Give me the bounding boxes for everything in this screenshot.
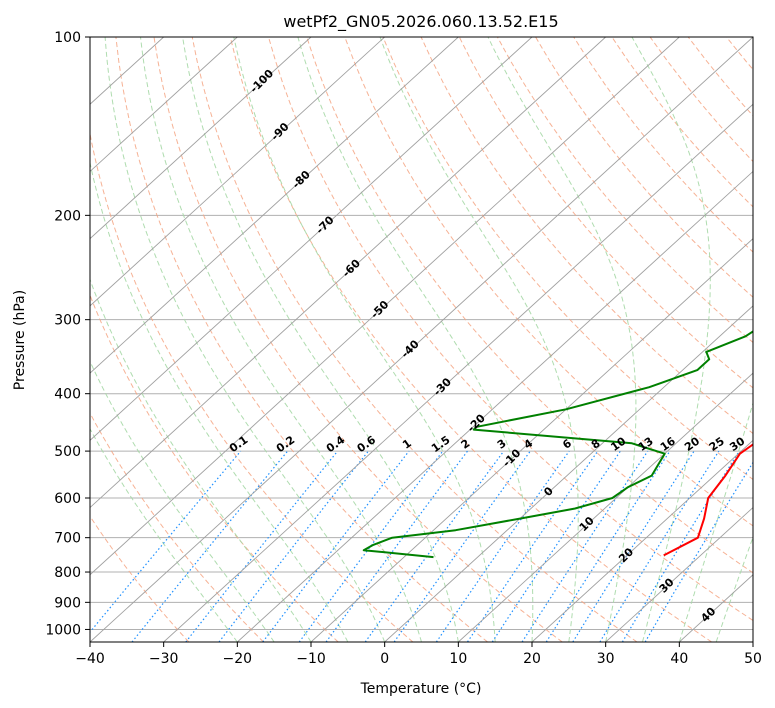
moist-adiabat [90, 360, 275, 642]
mixing-ratio-line [572, 450, 695, 642]
mixing-ratio-line [545, 450, 671, 642]
y-tick-label: 100 [54, 30, 81, 46]
y-tick-label: 600 [54, 491, 81, 507]
isotherms [90, 37, 753, 642]
x-tick-label: 10 [449, 651, 467, 667]
isotherm-line [90, 37, 312, 240]
moist-adiabat [715, 535, 753, 642]
dry-adiabat [115, 37, 488, 642]
isotherm-line [605, 506, 753, 642]
x-axis-ticks: −40 −30 −20 −10 0 10 20 30 40 50 [75, 642, 762, 667]
mixing-ratio-line [298, 450, 444, 642]
plot-frame [89, 36, 754, 643]
dry-adiabat [496, 37, 753, 344]
y-tick-label: 800 [54, 565, 81, 581]
isotherm-line [90, 37, 606, 509]
x-tick-label: 30 [597, 651, 615, 667]
x-tick-label: −30 [149, 651, 179, 667]
sounding-profiles [362, 330, 753, 559]
x-tick-label: 50 [744, 651, 762, 667]
x-tick-label: 20 [523, 651, 541, 667]
dry-adiabat [765, 37, 775, 642]
mixing-ratio-line [491, 450, 621, 642]
moist-adiabats [90, 37, 753, 642]
dry-adiabat [153, 37, 563, 642]
y-tick-label: 900 [54, 595, 81, 611]
isotherm-line [90, 37, 533, 441]
moist-adiabat [379, 37, 579, 642]
mixing-ratio-line [131, 450, 289, 642]
mixing-ratio-lines [90, 450, 753, 642]
mixing-ratio-line [325, 450, 468, 642]
isotherm-line [90, 37, 753, 642]
isotherm-line [310, 238, 753, 642]
mixing-ratio-line [262, 450, 410, 642]
dry-adiabat [268, 37, 753, 622]
y-axis-label: Pressure (hPa) [12, 290, 28, 390]
dry-adiabat [535, 37, 753, 298]
isotherm-line [531, 439, 753, 642]
moist-adiabat [233, 37, 496, 642]
moist-adiabat [487, 37, 637, 642]
dry-adiabat [382, 37, 753, 481]
isotherm-line [90, 37, 680, 576]
y-tick-label: 200 [54, 208, 81, 224]
moist-adiabat [90, 160, 349, 642]
dry-adiabat [420, 37, 753, 435]
mixing-ratio-line [435, 450, 570, 642]
x-tick-label: −10 [296, 651, 326, 667]
y-tick-label: 500 [54, 444, 81, 460]
dry-adiabat [191, 37, 638, 642]
isotherm-line [384, 305, 753, 642]
isotherm-line [458, 372, 753, 642]
x-tick-label: 40 [670, 651, 688, 667]
dry-adiabat [306, 37, 753, 574]
moist-adiabat [182, 37, 459, 642]
y-tick-label: 300 [54, 313, 81, 329]
moist-adiabat [90, 427, 238, 642]
isotherm-line [237, 170, 753, 642]
isotherm-line [163, 103, 753, 642]
chart-title: wetPf2_GN05.2026.060.13.52.E15 [283, 12, 558, 32]
dewpoint-profile [362, 330, 753, 559]
moist-adiabat [631, 37, 711, 642]
x-axis-label: Temperature (°C) [360, 681, 482, 697]
y-tick-label: 400 [54, 387, 81, 403]
temperature-profile [663, 443, 753, 557]
isotherm-line [90, 37, 459, 374]
mixing-ratio-line [90, 450, 242, 633]
isotherm-line [90, 37, 385, 307]
x-tick-label: 0 [380, 651, 389, 667]
mixing-ratio-line [466, 450, 599, 642]
isotherm-line [90, 37, 238, 173]
dry-adiabat [90, 412, 264, 642]
x-tick-label: −20 [223, 651, 253, 667]
y-tick-label: 700 [54, 531, 81, 547]
isotherm-line [752, 641, 753, 642]
moist-adiabat [140, 37, 422, 642]
x-tick-label: −40 [75, 651, 105, 667]
mixing-ratio-line [185, 450, 339, 642]
y-axis-ticks: 1000 900 800 700 600 500 400 300 200 100 [45, 30, 90, 638]
moist-adiabat [678, 401, 753, 642]
y-tick-label: 1000 [45, 622, 81, 638]
moist-adiabat [297, 37, 534, 642]
mixing-ratio-line [364, 450, 505, 642]
